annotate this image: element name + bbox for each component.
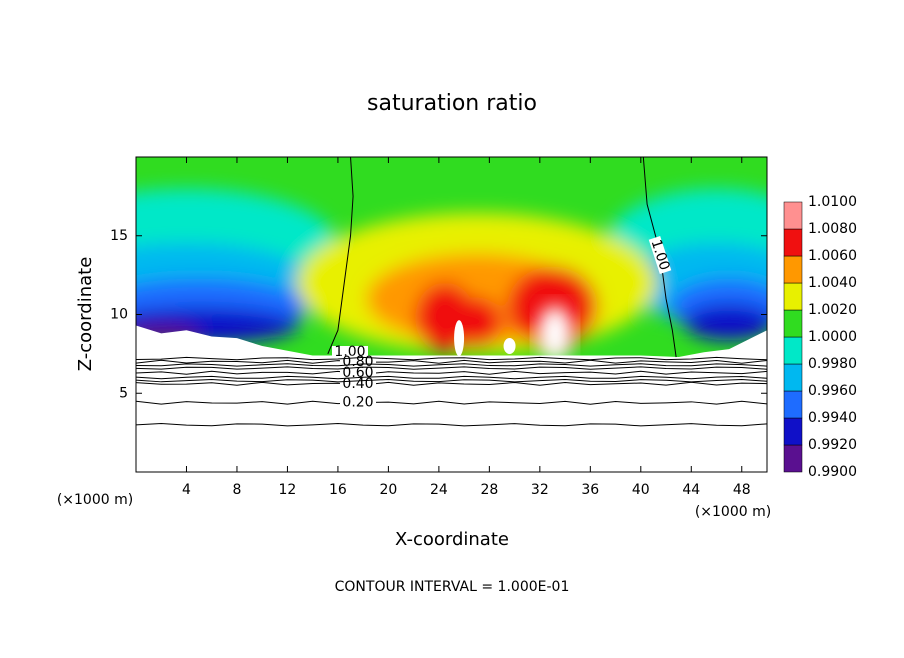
- colorbar-band: [783, 363, 803, 392]
- colorbar-band: [783, 309, 803, 338]
- colorbar-label: 0.9900: [808, 464, 857, 480]
- colorbar-label: 1.0020: [808, 302, 857, 318]
- colorbar-label: 0.9980: [808, 356, 857, 372]
- colorbar-band: [783, 255, 803, 284]
- x-tick-label: 24: [430, 482, 448, 498]
- x-tick-label: 12: [279, 482, 297, 498]
- x-tick-label: 28: [480, 482, 498, 498]
- contour-label: 0.40: [342, 376, 373, 392]
- field-blob: [536, 305, 573, 362]
- colorbar-label: 0.9960: [808, 383, 857, 399]
- x-unit: (×1000 m): [695, 504, 771, 520]
- colorbar-label: 0.9940: [808, 410, 857, 426]
- colorbar-band: [783, 444, 803, 473]
- ground-line: [136, 366, 767, 370]
- colorbar-band: [783, 282, 803, 311]
- contour-line: [136, 359, 767, 364]
- colorbar-label: 1.0040: [808, 275, 857, 291]
- y-tick-label: 10: [110, 307, 128, 323]
- contour-label-bg: [340, 396, 376, 409]
- footer-note: CONTOUR INTERVAL = 1.000E-01: [335, 579, 570, 595]
- colorbar-band: [783, 390, 803, 419]
- x-tick-label: 44: [682, 482, 700, 498]
- ground-line: [136, 423, 767, 427]
- x-tick-label: 48: [733, 482, 751, 498]
- chart-title: saturation ratio: [367, 91, 537, 116]
- x-tick-label: 32: [531, 482, 549, 498]
- field-blob: [454, 320, 465, 357]
- x-axis-label: X-coordinate: [395, 529, 509, 550]
- field: 1.001.000.800.600.400.20: [136, 157, 767, 472]
- colorbar-band: [783, 228, 803, 257]
- contour-label: 0.20: [342, 395, 373, 411]
- colorbar-band: [783, 417, 803, 446]
- contour-line: [136, 400, 767, 405]
- ground-line: [136, 375, 767, 380]
- y-tick-label: 15: [110, 228, 128, 244]
- x-tick-label: 8: [232, 482, 241, 498]
- x-tick-label: 16: [329, 482, 347, 498]
- colorbar-label: 1.0080: [808, 221, 857, 237]
- colorbar-label: 1.0000: [808, 329, 857, 345]
- contour-line: [136, 370, 767, 375]
- contour-label-bg: [332, 346, 368, 358]
- ground-line: [136, 356, 767, 361]
- x-tick-label: 4: [182, 482, 191, 498]
- field-blob: [503, 338, 516, 354]
- colorbar-label: 0.9920: [808, 437, 857, 453]
- x-tick-label: 40: [632, 482, 650, 498]
- contour-line: [642, 157, 677, 358]
- x-unit: (×1000 m): [57, 492, 133, 508]
- x-tick-label: 36: [581, 482, 599, 498]
- contour-label-bg: [340, 366, 376, 379]
- colorbar-label: 1.0100: [808, 194, 857, 210]
- colorbar-label: 1.0060: [808, 248, 857, 264]
- field-blob: [684, 304, 767, 341]
- y-axis-label: Z-coordinate: [75, 257, 96, 372]
- x-tick-label: 20: [379, 482, 397, 498]
- ground-line: [136, 363, 767, 367]
- contour-line: [327, 157, 354, 355]
- colorbar-band: [783, 201, 803, 230]
- ground-line: [136, 378, 767, 383]
- y-tick-label: 5: [119, 385, 128, 401]
- contour-label-bg: [648, 236, 672, 274]
- colorbar-band: [783, 336, 803, 365]
- contour-line: [136, 381, 767, 386]
- field-blob: [451, 297, 502, 348]
